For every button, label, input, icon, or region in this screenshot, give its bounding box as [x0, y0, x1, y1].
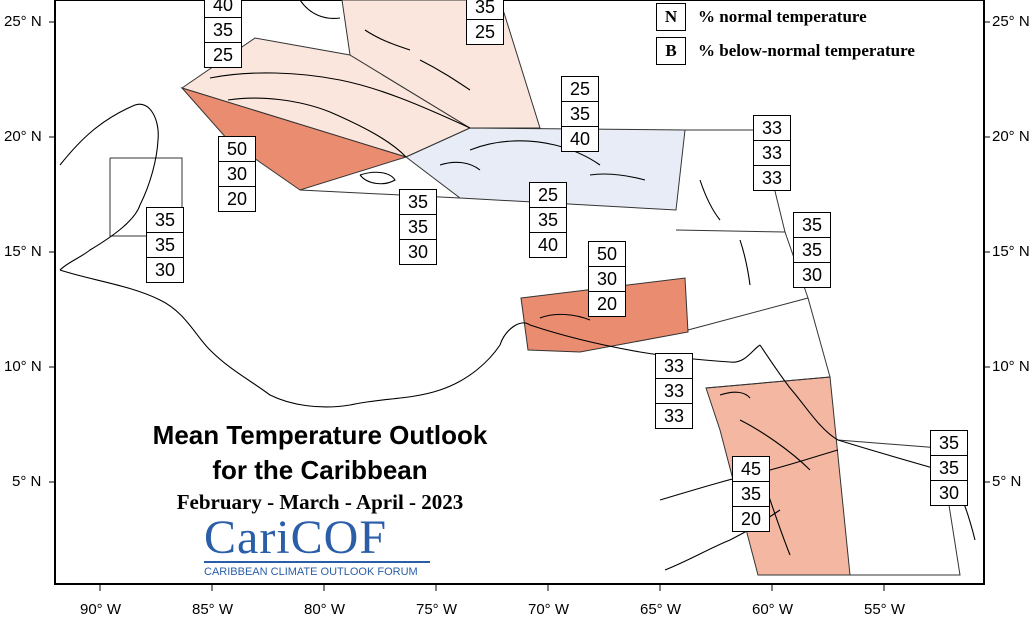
- prob-value: 25: [467, 19, 503, 44]
- prob-value: 35: [407, 192, 429, 212]
- lon-label-55w: 55° W: [864, 601, 906, 618]
- prob-value: 35: [801, 215, 823, 235]
- prob-value: 35: [794, 237, 830, 262]
- prob-value: 33: [663, 356, 685, 376]
- prob-box-windward-islands: 35 35 30: [793, 212, 831, 288]
- zone-guyana: [705, 376, 851, 576]
- prob-value: 30: [794, 262, 830, 287]
- prob-box-leeward-islands: 33 33 33: [753, 115, 791, 191]
- prob-box-cuba-west: 50 30 20: [218, 136, 256, 212]
- zone-boundary-windward: [687, 231, 809, 331]
- prob-value: 35: [931, 455, 967, 480]
- prob-value: 30: [931, 480, 967, 505]
- prob-box-trinidad-tobago: 33 33 33: [655, 353, 693, 429]
- prob-value: 20: [733, 506, 769, 531]
- prob-value: 20: [219, 186, 255, 211]
- lat-label-10n-left: 10° N: [4, 358, 42, 375]
- prob-box-bahamas-east: 35 25: [466, 0, 504, 45]
- lat-label-25n-right: 25° N: [992, 13, 1030, 30]
- lon-label-90w: 90° W: [80, 601, 122, 618]
- prob-value: 30: [400, 239, 436, 264]
- prob-value: 45: [740, 459, 762, 479]
- prob-value: 33: [761, 118, 783, 138]
- ticks: [49, 21, 990, 591]
- lat-label-25n-left: 25° N: [4, 13, 42, 30]
- prob-box-jamaica: 35 35 30: [399, 189, 437, 265]
- zone-haiti-dominican-republic: [405, 127, 686, 211]
- lon-label-85w: 85° W: [192, 601, 234, 618]
- prob-box-puerto-rico-south: 25 35 40: [529, 182, 567, 258]
- prob-value: 35: [530, 207, 566, 232]
- zone-boundary-suriname: [837, 439, 961, 576]
- zone-boundary-trinidad: [705, 297, 831, 389]
- prob-value: 50: [226, 139, 248, 159]
- map-title-line1: Mean Temperature Outlook: [152, 420, 488, 450]
- lon-label-60w: 60° W: [752, 601, 794, 618]
- prob-value: 30: [147, 257, 183, 282]
- prob-box-suriname-french-guiana: 35 35 30: [930, 430, 968, 506]
- lat-label-10n-right: 10° N: [992, 358, 1030, 375]
- map-frame: [54, 0, 985, 585]
- prob-value: 50: [596, 244, 618, 264]
- prob-value: 30: [589, 266, 625, 291]
- prob-value: 25: [537, 185, 559, 205]
- prob-box-guyana: 45 35 20: [732, 456, 770, 532]
- prob-value: 35: [474, 0, 496, 17]
- prob-value: 20: [589, 291, 625, 316]
- prob-value: 33: [754, 140, 790, 165]
- prob-value: 40: [562, 126, 598, 151]
- prob-value: 25: [569, 79, 591, 99]
- lon-label-70w: 70° W: [528, 601, 570, 618]
- lat-label-15n-left: 15° N: [4, 243, 42, 260]
- legend-normal: N % normal temperature: [656, 3, 867, 31]
- legend-key-n: N: [656, 3, 686, 31]
- prob-box-haiti-dominican-republic: 25 35 40: [561, 76, 599, 152]
- legend-label-normal: % normal temperature: [698, 7, 867, 26]
- lat-label-20n-right: 20° N: [992, 128, 1030, 145]
- legend-below: B % below-normal temperature: [656, 37, 915, 65]
- prob-value: 35: [400, 214, 436, 239]
- lat-label-20n-left: 20° N: [4, 128, 42, 145]
- prob-value: 35: [938, 433, 960, 453]
- prob-value: 35: [205, 17, 241, 42]
- prob-value: 35: [562, 101, 598, 126]
- prob-value: 33: [754, 165, 790, 190]
- lat-label-5n-left: 5° N: [12, 473, 42, 490]
- prob-value: 33: [656, 403, 692, 428]
- prob-value: 40: [530, 232, 566, 257]
- map-subtitle: February - March - April - 2023: [176, 490, 464, 514]
- caricof-logo: CariCOF: [204, 511, 388, 564]
- prob-value: 35: [154, 210, 176, 230]
- legend-label-below: % below-normal temperature: [698, 41, 915, 60]
- logo-divider: [204, 561, 430, 563]
- caricof-tagline: CARIBBEAN CLIMATE OUTLOOK FORUM: [204, 566, 418, 578]
- lat-label-15n-right: 15° N: [992, 243, 1030, 260]
- lon-label-80w: 80° W: [304, 601, 346, 618]
- prob-value: 35: [147, 232, 183, 257]
- prob-value: 30: [219, 161, 255, 186]
- lon-label-65w: 65° W: [640, 601, 682, 618]
- prob-box-belize: 35 35 30: [146, 207, 184, 283]
- map-title-line2: for the Caribbean: [212, 455, 428, 485]
- prob-value: 40: [212, 0, 234, 15]
- prob-value: 33: [656, 378, 692, 403]
- prob-value: 25: [205, 42, 241, 67]
- legend-key-b: B: [656, 37, 686, 65]
- lat-label-5n-right: 5° N: [992, 473, 1022, 490]
- prob-box-abc-islands: 50 30 20: [588, 241, 626, 317]
- prob-value: 35: [733, 481, 769, 506]
- lon-label-75w: 75° W: [416, 601, 458, 618]
- prob-box-bahamas-west: 40 35 25: [204, 0, 242, 68]
